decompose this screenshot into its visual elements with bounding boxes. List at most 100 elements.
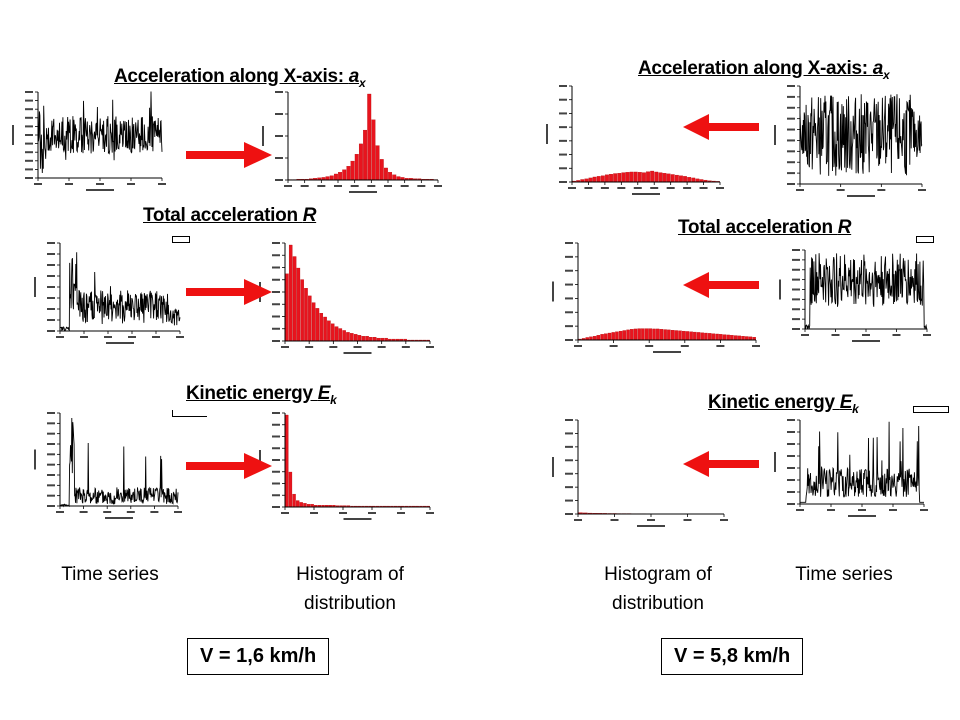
histogram-bar bbox=[745, 336, 749, 341]
histogram-bar bbox=[733, 335, 738, 341]
y-tick-label bbox=[792, 258, 800, 261]
x-tick-label bbox=[647, 519, 655, 521]
x-tick-label bbox=[401, 346, 410, 348]
histogram-bar bbox=[700, 332, 704, 341]
histogram-bar bbox=[357, 335, 362, 342]
y-tick-label bbox=[47, 330, 55, 332]
y-tick-label bbox=[47, 453, 55, 456]
x-axis-label bbox=[848, 515, 876, 517]
histogram-bar bbox=[369, 337, 373, 342]
x-tick-label bbox=[384, 185, 392, 187]
series-line bbox=[59, 252, 181, 332]
histogram-bar bbox=[323, 316, 327, 342]
y-tick-label bbox=[47, 443, 55, 445]
x-tick-label bbox=[56, 511, 64, 513]
x-tick-label bbox=[645, 345, 654, 347]
y-tick-label bbox=[47, 474, 55, 476]
y-tick-label bbox=[272, 506, 280, 508]
chart-svg bbox=[774, 419, 928, 517]
y-tick-label bbox=[792, 268, 800, 271]
x-axis-label bbox=[349, 191, 377, 193]
x-axis-label bbox=[852, 340, 880, 342]
y-tick-label bbox=[565, 499, 573, 502]
histogram-bar bbox=[670, 174, 675, 183]
histogram-bar bbox=[618, 330, 623, 341]
x-tick-label bbox=[892, 334, 901, 336]
chart-left-ek-histogram bbox=[259, 412, 434, 521]
chart-left-r-timeseries bbox=[34, 242, 184, 345]
x-tick-label bbox=[858, 509, 866, 511]
histogram-bar bbox=[342, 330, 346, 342]
histogram-bar bbox=[330, 323, 335, 342]
x-tick-label bbox=[80, 336, 88, 338]
y-tick-label bbox=[47, 286, 55, 288]
y-axis-label bbox=[779, 279, 781, 300]
arrow-left-2 bbox=[683, 272, 759, 303]
y-axis-label bbox=[34, 449, 36, 470]
y-tick-label bbox=[559, 85, 567, 87]
histogram-bar bbox=[338, 172, 343, 181]
chart-right-ax-histogram bbox=[546, 85, 724, 196]
histogram-bar bbox=[288, 471, 293, 508]
x-tick-label bbox=[426, 512, 434, 514]
x-tick-label bbox=[176, 336, 184, 338]
x-tick-label bbox=[584, 187, 593, 189]
x-tick-label bbox=[889, 509, 897, 511]
histogram-bar bbox=[633, 328, 638, 341]
histogram-bar bbox=[605, 174, 609, 183]
histogram-bar bbox=[379, 159, 384, 181]
histogram-bar bbox=[333, 173, 338, 181]
y-tick-label bbox=[565, 325, 573, 328]
y-tick-label bbox=[559, 98, 567, 101]
x-tick-label bbox=[417, 185, 426, 187]
x-axis-label bbox=[106, 342, 134, 344]
histogram-bar bbox=[607, 332, 612, 341]
x-tick-label bbox=[377, 346, 386, 348]
y-tick-label bbox=[565, 283, 573, 286]
x-tick-label bbox=[284, 185, 292, 187]
histogram-bar bbox=[372, 337, 377, 342]
histogram-bar bbox=[334, 326, 339, 342]
y-tick-label bbox=[787, 161, 795, 164]
histogram-bar bbox=[670, 330, 675, 341]
chart-svg bbox=[34, 412, 182, 519]
histogram-bar bbox=[674, 330, 678, 341]
x-tick-label bbox=[150, 511, 159, 513]
left-title-ax: Acceleration along X-axis: ax bbox=[114, 66, 366, 90]
series-line bbox=[59, 417, 179, 508]
x-tick-label bbox=[752, 345, 760, 347]
y-tick-label bbox=[275, 91, 283, 93]
histogram-bar bbox=[648, 328, 653, 341]
histogram-bar bbox=[299, 502, 303, 508]
histogram-bar bbox=[363, 129, 368, 181]
histogram-bar bbox=[388, 172, 393, 181]
x-tick-label bbox=[716, 345, 725, 347]
histogram-bar bbox=[342, 169, 347, 181]
y-tick-label bbox=[47, 422, 55, 425]
y-tick-label bbox=[559, 181, 567, 183]
histogram-bar bbox=[346, 332, 350, 342]
left-title-ek: Kinetic energy Ek bbox=[186, 383, 337, 407]
histogram-bar bbox=[288, 244, 293, 342]
histogram-bar bbox=[654, 171, 659, 183]
histogram-bar bbox=[383, 167, 388, 181]
histogram-bar bbox=[715, 333, 719, 341]
chart-right-ek-histogram bbox=[552, 419, 728, 528]
chart-left-ax-timeseries bbox=[12, 91, 166, 192]
histogram-bar bbox=[663, 329, 667, 341]
histogram-bar bbox=[685, 331, 690, 341]
x-axis-label bbox=[105, 517, 133, 519]
series-line bbox=[799, 94, 923, 176]
y-tick-label bbox=[565, 297, 573, 300]
histogram-bar bbox=[629, 171, 634, 183]
x-tick-label bbox=[350, 185, 359, 187]
y-tick-label bbox=[787, 95, 795, 98]
histogram-bar bbox=[696, 332, 701, 341]
x-tick-label bbox=[368, 512, 376, 514]
x-tick-label bbox=[434, 185, 442, 187]
histogram-bar bbox=[693, 331, 697, 341]
x-tick-label bbox=[96, 183, 104, 185]
histogram-bar bbox=[615, 331, 619, 341]
y-tick-label bbox=[565, 269, 573, 272]
histogram-bar bbox=[617, 173, 622, 183]
